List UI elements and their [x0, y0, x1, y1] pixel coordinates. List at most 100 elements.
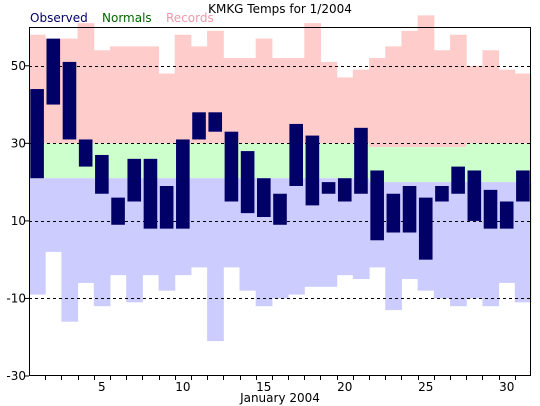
observed-bar-day-16	[273, 193, 287, 225]
observed-bar-day-28	[467, 170, 482, 221]
y-tick-label-10: 10	[11, 214, 26, 228]
record-high-band-day-22	[369, 58, 386, 148]
normal-band-day-29	[482, 143, 500, 183]
record-high-band-day-25	[417, 15, 435, 148]
normal-band-day-9	[158, 143, 176, 179]
record-high-band-day-24	[401, 30, 419, 148]
normal-band-day-30	[498, 143, 516, 183]
normal-band-day-24	[401, 147, 419, 183]
observed-bar-day-21	[354, 127, 368, 194]
observed-bar-day-19	[321, 182, 336, 194]
observed-bar-day-29	[483, 189, 498, 229]
plot-border	[29, 27, 531, 376]
x-tick-label-25: 25	[418, 380, 433, 394]
observed-bar-day-8	[143, 158, 158, 229]
x-tick-label-15: 15	[256, 380, 271, 394]
record-low-band-day-30	[498, 182, 516, 283]
observed-bar-day-31	[516, 170, 530, 202]
record-high-band-day-31	[514, 73, 532, 144]
normal-band-day-26	[433, 147, 451, 183]
record-high-band-day-8	[142, 46, 160, 144]
observed-bar-day-15	[257, 178, 271, 218]
record-high-band-day-23	[385, 46, 402, 148]
normal-band-day-19	[320, 143, 338, 179]
record-high-band-day-26	[433, 50, 451, 148]
observed-bar-day-23	[386, 193, 401, 233]
record-high-band-day-6	[109, 46, 127, 144]
plot-area: -30 -10 10 30 50 5 10 15 20 25 30	[6, 15, 532, 394]
record-low-band-day-11	[190, 178, 208, 268]
record-high-band-day-18	[304, 23, 321, 144]
y-tick-label-50: 50	[11, 59, 26, 73]
legend-normals: Normals	[102, 11, 152, 25]
record-high-band-day-17	[288, 58, 305, 144]
observed-bar-day-17	[289, 123, 303, 186]
record-high-band-day-9	[158, 73, 176, 144]
x-axis-label: January 2004	[239, 391, 320, 405]
record-high-band-day-5	[93, 50, 111, 144]
normal-band-day-25	[417, 147, 435, 183]
observed-bar-day-5	[95, 154, 109, 194]
y-tick-label--10: -10	[6, 291, 26, 305]
normal-band-day-2	[45, 143, 62, 179]
observed-bar-day-26	[435, 185, 449, 202]
record-high-band-day-30	[498, 69, 516, 144]
record-high-band-day-4	[77, 23, 95, 144]
observed-bar-day-13	[224, 131, 239, 202]
record-low-band-day-27	[450, 182, 467, 307]
observed-bar-day-22	[370, 170, 384, 241]
observed-bar-day-2	[46, 38, 61, 105]
observed-bar-day-14	[240, 151, 255, 214]
record-low-band-day-6	[109, 178, 127, 276]
record-high-band-day-15	[255, 38, 273, 144]
record-low-band-day-20	[336, 178, 354, 276]
record-low-band-day-26	[433, 182, 451, 299]
record-low-band-day-31	[514, 182, 532, 303]
observed-bar-day-24	[402, 185, 417, 233]
record-low-band-day-17	[288, 178, 305, 295]
x-tick-label-30: 30	[499, 380, 514, 394]
legend: Observed Normals Records	[30, 11, 214, 25]
record-high-band-day-27	[450, 34, 467, 148]
record-low-band-day-4	[77, 178, 95, 283]
normal-band-day-6	[109, 143, 127, 179]
observed-bar-day-7	[127, 158, 142, 202]
y-tick-label-30: 30	[11, 136, 26, 150]
observed-bar-day-25	[418, 197, 433, 260]
observed-bar-day-27	[451, 166, 465, 194]
observed-bar-day-6	[111, 197, 125, 225]
record-low-band-day-2	[45, 178, 62, 252]
record-low-band-day-12	[207, 178, 224, 342]
observed-bar-day-3	[62, 61, 77, 140]
normal-band-day-23	[385, 147, 402, 183]
observed-bar-day-18	[305, 135, 320, 206]
observed-bar-day-4	[78, 139, 93, 167]
normal-band-day-12	[207, 143, 224, 179]
observed-bar-day-30	[499, 201, 514, 229]
record-high-band-day-28	[466, 65, 483, 144]
normal-band-day-3	[61, 143, 79, 179]
x-tick-label-20: 20	[337, 380, 352, 394]
record-high-band-day-20	[336, 77, 354, 144]
x-tick-label-5: 5	[98, 380, 106, 394]
record-low-band-day-19	[320, 178, 338, 287]
normal-band-day-16	[271, 143, 289, 179]
y-tick-label--30: -30	[6, 369, 26, 383]
observed-bar-day-12	[208, 112, 223, 132]
normal-band-day-15	[255, 143, 273, 179]
observed-bar-day-9	[159, 185, 174, 229]
record-high-band-day-13	[223, 58, 241, 144]
record-high-band-day-16	[271, 58, 289, 144]
record-low-band-day-3	[61, 178, 79, 322]
record-low-band-day-21	[352, 178, 370, 280]
record-high-band-day-14	[239, 58, 257, 144]
x-tick-label-10: 10	[175, 380, 190, 394]
observed-bar-day-1	[30, 89, 44, 179]
record-high-band-day-10	[174, 34, 192, 144]
observed-bar-day-10	[176, 139, 190, 229]
record-low-band-day-5	[93, 178, 111, 307]
legend-records: Records	[166, 11, 214, 25]
record-high-band-day-21	[352, 69, 370, 144]
